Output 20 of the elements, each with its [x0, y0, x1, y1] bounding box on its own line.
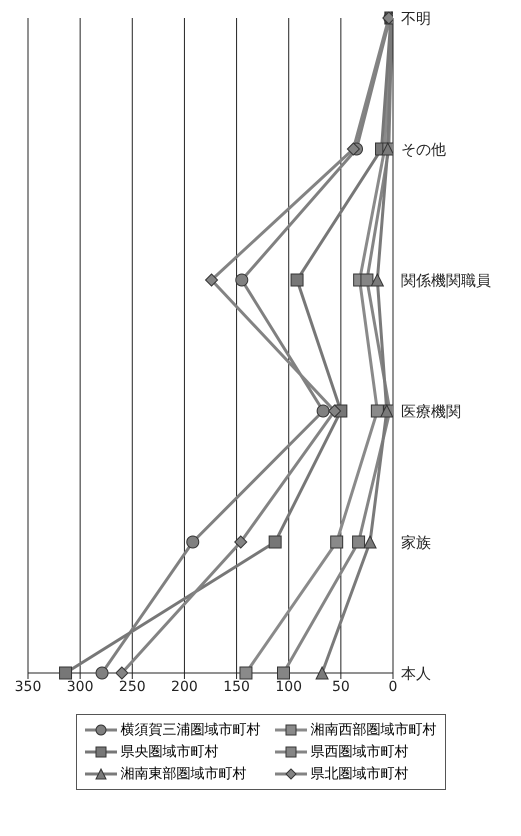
y-tick-label: 家族: [401, 533, 431, 552]
y-tick-label: 医療機関: [401, 402, 461, 420]
legend-label: 湘南西部圏域市町村: [310, 721, 436, 739]
legend-label: 県北圏域市町村: [310, 765, 408, 783]
y-tick-label: その他: [401, 140, 446, 158]
y-tick-label: 不明: [401, 9, 431, 28]
x-tick-label: 300: [66, 678, 94, 695]
x-tick-label: 150: [223, 678, 250, 695]
x-tick-label: 350: [14, 678, 42, 695]
y-tick-label: 関係機関職員: [401, 271, 491, 290]
x-tick-label: 0: [388, 678, 398, 695]
legend-label: 県西圏域市町村: [310, 743, 408, 761]
y-tick-label: 本人: [401, 664, 431, 682]
x-tick-label: 250: [118, 678, 146, 695]
x-tick-label: 200: [171, 678, 198, 695]
legend-label: 湘南東部圏域市町村: [120, 765, 246, 783]
x-tick-label: 50: [332, 678, 350, 695]
x-tick-label: 100: [275, 678, 302, 695]
legend-label: 県央圏域市町村: [120, 743, 218, 761]
legend-label: 横須賀三浦圏域市町村: [120, 721, 260, 739]
